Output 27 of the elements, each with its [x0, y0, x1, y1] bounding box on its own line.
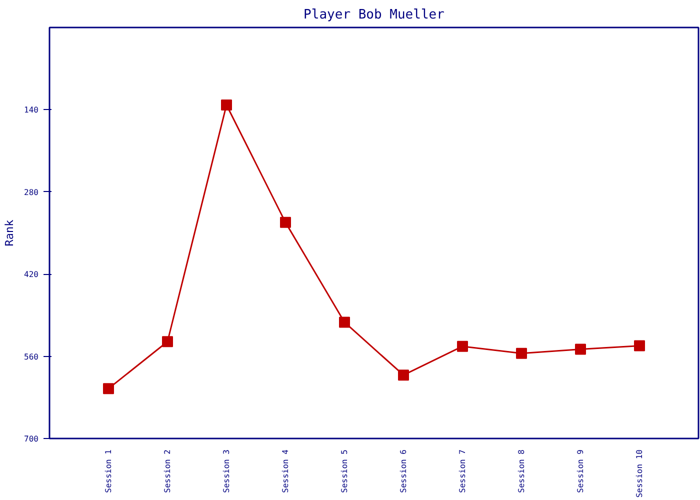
y-tick-label: 140 [24, 106, 39, 115]
point [516, 348, 527, 359]
x-tick-label: Session 2 [163, 449, 172, 493]
point [162, 336, 173, 348]
point [634, 340, 645, 352]
y-tick-label: 560 [24, 352, 39, 362]
x-tick-label: Session 7 [458, 449, 467, 493]
x-tick-label: Session 4 [281, 449, 290, 493]
x-tick-label: Session 10 [635, 449, 644, 498]
y-axis-title: Rank [3, 219, 16, 246]
y-tick-label: 700 [24, 434, 39, 444]
point [339, 316, 350, 328]
x-tick-label: Session 9 [576, 449, 585, 493]
x-tick-label: Session 6 [399, 449, 408, 493]
point [221, 100, 232, 111]
point [575, 344, 586, 355]
point [457, 340, 468, 352]
y-tick-label: 280 [24, 188, 39, 197]
point [103, 383, 114, 394]
point [280, 216, 291, 228]
chart-title: Player Bob Mueller [304, 8, 445, 22]
point [398, 370, 409, 381]
x-tick-label: Session 1 [104, 449, 113, 493]
y-tick-label: 420 [24, 270, 39, 280]
x-tick-label: Session 3 [222, 449, 231, 493]
x-tick-label: Session 8 [517, 449, 526, 493]
x-tick-label: Session 5 [340, 449, 349, 493]
